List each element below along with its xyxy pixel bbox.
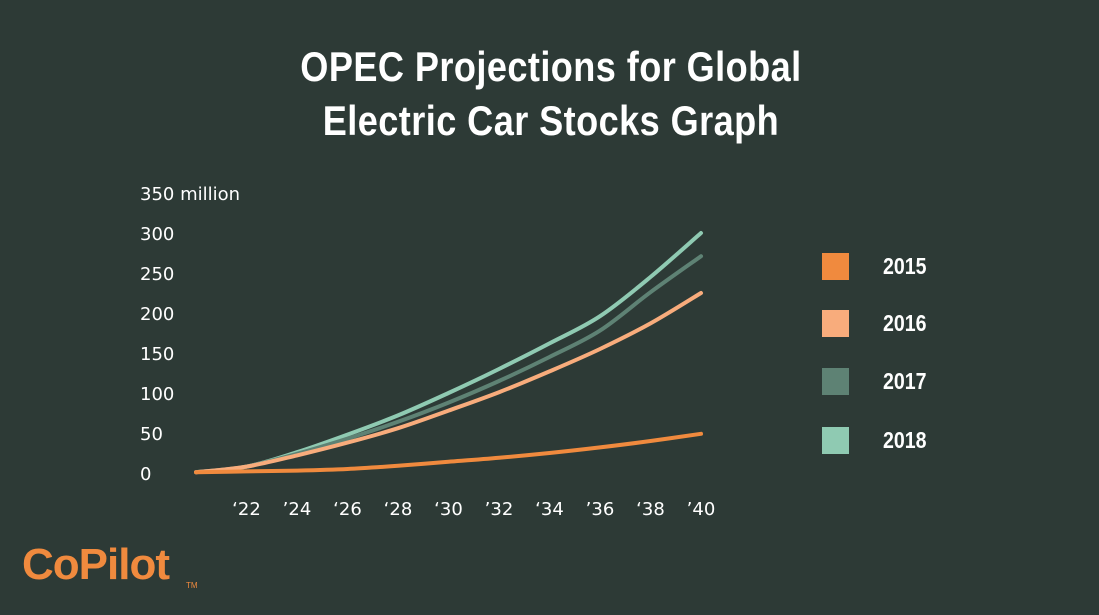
x-axis: ‘22 ’24 ‘26 ‘28 ‘30 ’32 ‘34 ’36 ‘38 ’40 (232, 499, 715, 520)
chart-title-line-1: OPEC Projections for Global (300, 43, 802, 90)
y-axis: 350 million 300 250 200 150 100 50 0 (140, 184, 240, 485)
x-tick-label: ’40 (687, 499, 716, 520)
legend-swatch (822, 426, 849, 454)
legend-swatch (822, 309, 849, 337)
y-tick-label: 100 (140, 384, 174, 405)
x-tick-label: ‘22 (232, 499, 261, 520)
y-tick-label: 200 (140, 304, 174, 325)
x-tick-label: ’36 (586, 499, 615, 520)
legend-label: 2017 (883, 367, 927, 394)
series-line-2018 (194, 231, 703, 475)
x-tick-label: ‘26 (333, 499, 362, 520)
series-line-2017 (194, 254, 703, 475)
legend-label: 2018 (883, 426, 927, 453)
legend-label: 2016 (883, 309, 927, 336)
y-tick-label: 300 (140, 224, 174, 245)
y-tick-label: 150 (140, 344, 174, 365)
x-tick-label: ’32 (485, 499, 514, 520)
copilot-logo: CoPilot (22, 540, 170, 589)
x-tick-label: ‘34 (535, 499, 564, 520)
series-line-2016 (194, 291, 703, 475)
y-tick-label: 250 (140, 264, 174, 285)
series-line-2015 (194, 431, 703, 475)
legend-swatch (822, 252, 849, 280)
logo-trademark: TM (186, 581, 198, 590)
y-tick-label: 0 (140, 464, 151, 485)
legend-swatch (822, 367, 849, 395)
series-lines (194, 231, 703, 475)
x-tick-label: ‘28 (384, 499, 413, 520)
legend-label: 2015 (883, 252, 927, 279)
y-tick-label: 50 (140, 424, 163, 445)
y-axis-top-label: 350 million (140, 184, 240, 205)
x-tick-label: ‘30 (434, 499, 463, 520)
chart-title: OPEC Projections for Global Electric Car… (78, 40, 1023, 148)
legend-item-2018: 2018 (822, 426, 934, 454)
legend-item-2015: 2015 (822, 252, 934, 280)
legend-item-2016: 2016 (822, 309, 934, 337)
x-tick-label: ’24 (283, 499, 312, 520)
legend-item-2017: 2017 (822, 367, 934, 395)
x-tick-label: ‘38 (636, 499, 665, 520)
chart-title-line-2: Electric Car Stocks Graph (322, 97, 780, 144)
